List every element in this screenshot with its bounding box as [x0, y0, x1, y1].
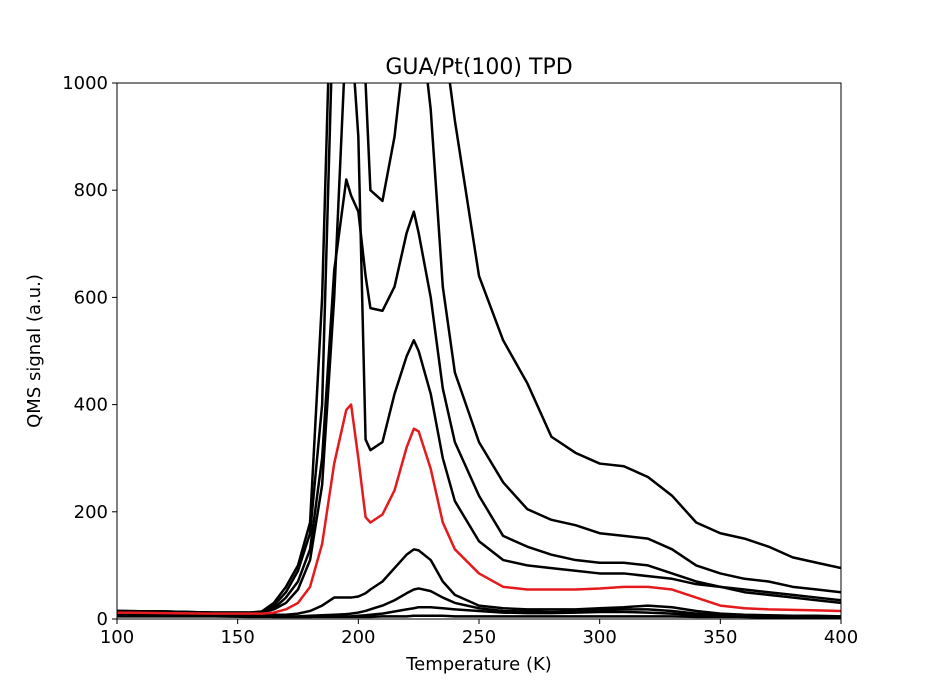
data-line — [117, 548, 841, 618]
x-tick-label: 300 — [582, 627, 616, 648]
plot-frame — [116, 82, 842, 620]
chart-title: GUA/Pt(100) TPD — [385, 55, 572, 80]
x-tick-label: 400 — [824, 627, 858, 648]
y-tick-label: 600 — [74, 287, 108, 308]
x-tick-label: 200 — [341, 627, 375, 648]
y-tick-label: 200 — [74, 502, 108, 523]
data-line — [117, 614, 841, 619]
y-tick-label: 800 — [74, 180, 108, 201]
data-line — [117, 83, 841, 614]
data-line — [117, 403, 841, 615]
x-tick-label: 350 — [703, 627, 737, 648]
y-tick-label: 1000 — [62, 73, 108, 94]
plot-area — [117, 83, 841, 619]
y-tick-label: 400 — [74, 395, 108, 416]
x-tick-label: 100 — [100, 627, 134, 648]
data-line — [117, 83, 841, 614]
y-axis-label: QMS signal (a.u.) — [24, 274, 45, 428]
x-tick-label: 250 — [462, 627, 496, 648]
data-line — [117, 178, 841, 614]
x-axis-label: Temperature (K) — [405, 654, 552, 675]
x-tick-label: 150 — [220, 627, 254, 648]
data-line — [117, 83, 841, 614]
y-tick-label: 0 — [97, 609, 108, 630]
